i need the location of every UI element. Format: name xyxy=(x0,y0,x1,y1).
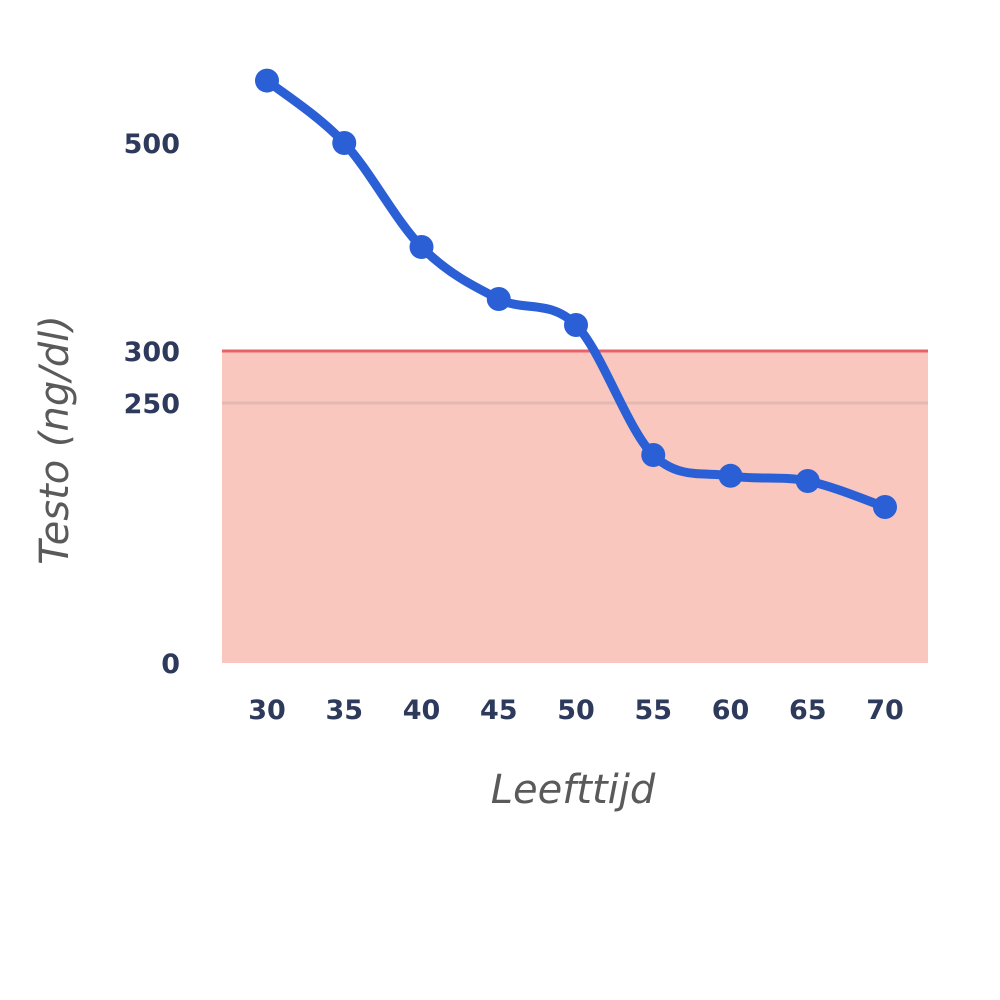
y-axis-ticks: 0 250 300 500 xyxy=(124,129,180,680)
x-tick-label: 55 xyxy=(634,695,672,726)
data-point-70 xyxy=(873,495,897,519)
data-point-55 xyxy=(641,443,666,467)
x-tick-label: 60 xyxy=(712,695,750,726)
x-tick-label: 45 xyxy=(480,695,518,726)
x-axis-title: Leefttijd xyxy=(491,767,656,813)
y-tick-label: 250 xyxy=(124,389,180,420)
data-point-60 xyxy=(718,463,743,488)
data-point-30 xyxy=(255,68,279,93)
x-tick-label: 65 xyxy=(789,695,827,726)
data-point-50 xyxy=(564,313,588,337)
data-point-35 xyxy=(332,131,357,155)
low-testosterone-region xyxy=(222,351,928,663)
y-tick-label: 0 xyxy=(161,649,180,680)
y-tick-label: 500 xyxy=(124,129,180,160)
shaded-region-fill xyxy=(222,351,928,663)
x-tick-label: 35 xyxy=(325,695,363,726)
y-axis-title: Testo (ng/dl) xyxy=(32,315,78,565)
data-point-65 xyxy=(795,469,820,493)
x-axis-ticks: 30 35 40 45 50 55 60 65 70 xyxy=(248,695,904,726)
x-tick-label: 40 xyxy=(403,695,441,726)
x-tick-label: 30 xyxy=(248,695,286,726)
x-tick-label: 50 xyxy=(557,695,595,726)
data-point-40 xyxy=(409,235,434,259)
reference-lines xyxy=(222,349,928,405)
series-points xyxy=(255,68,897,519)
y-tick-label: 300 xyxy=(124,337,180,368)
data-point-45 xyxy=(486,287,511,311)
x-tick-label: 70 xyxy=(866,695,904,726)
